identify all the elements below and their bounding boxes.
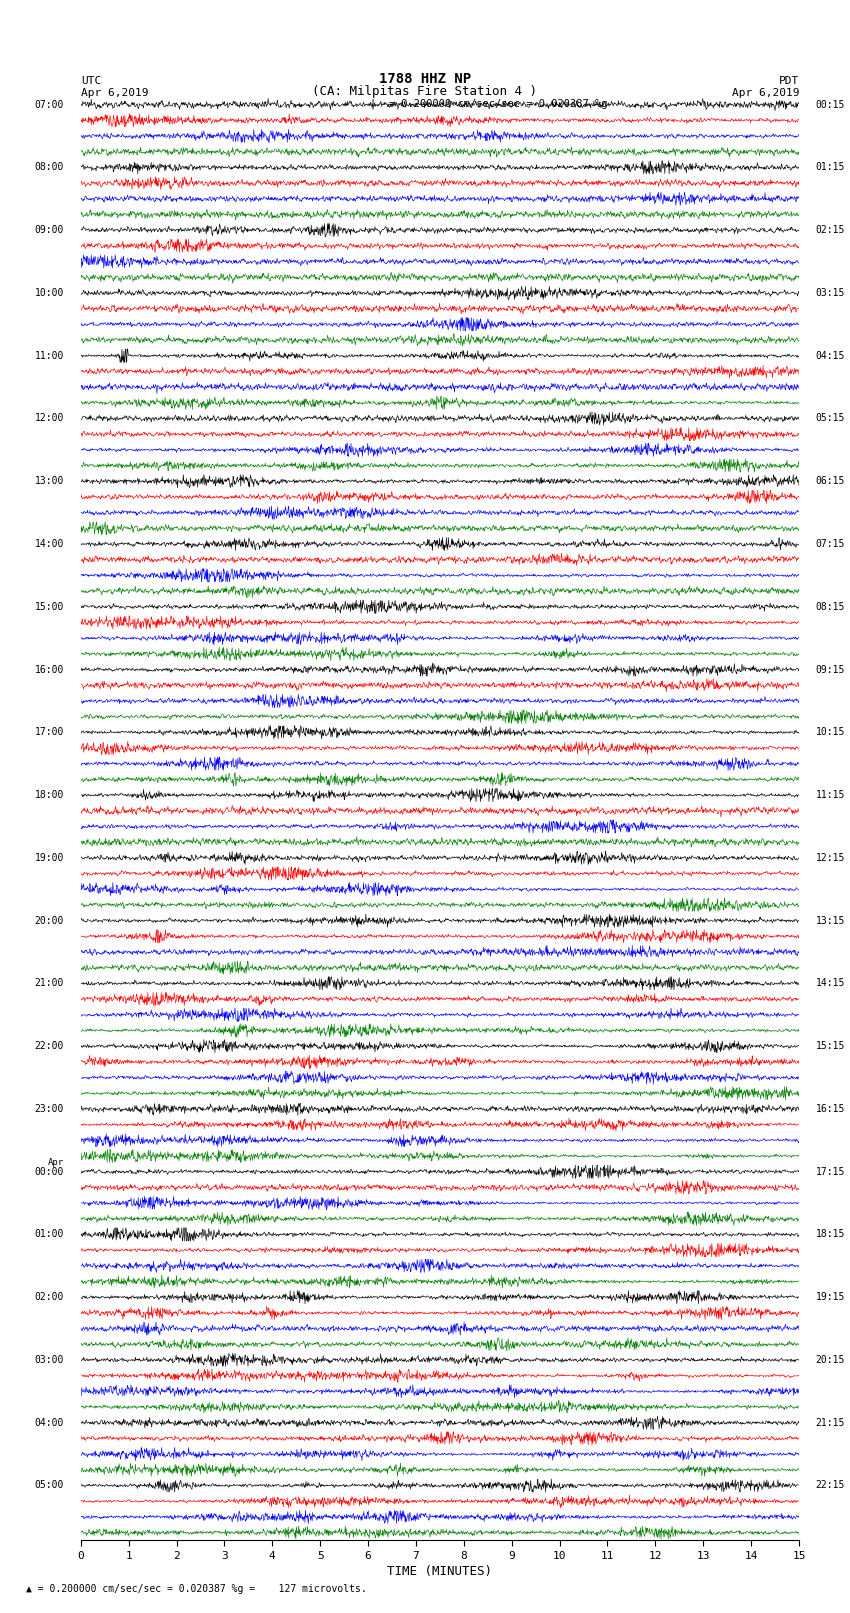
Text: 16:15: 16:15 (816, 1103, 845, 1115)
Text: 14:00: 14:00 (35, 539, 64, 548)
Text: 13:00: 13:00 (35, 476, 64, 486)
Text: 05:15: 05:15 (816, 413, 845, 424)
Text: 03:15: 03:15 (816, 289, 845, 298)
Text: 19:15: 19:15 (816, 1292, 845, 1302)
Text: 12:15: 12:15 (816, 853, 845, 863)
Text: UTC: UTC (81, 76, 101, 85)
Text: 21:15: 21:15 (816, 1418, 845, 1428)
Text: 05:00: 05:00 (35, 1481, 64, 1490)
Text: 23:00: 23:00 (35, 1103, 64, 1115)
Text: 11:00: 11:00 (35, 350, 64, 361)
Text: 22:00: 22:00 (35, 1040, 64, 1052)
Text: Apr 6,2019: Apr 6,2019 (732, 87, 799, 97)
Text: 15:00: 15:00 (35, 602, 64, 611)
Text: 20:00: 20:00 (35, 916, 64, 926)
Text: 08:15: 08:15 (816, 602, 845, 611)
Text: ▲ = 0.200000 cm/sec/sec = 0.020387 %g =    127 microvolts.: ▲ = 0.200000 cm/sec/sec = 0.020387 %g = … (26, 1584, 366, 1594)
Text: (CA: Milpitas Fire Station 4 ): (CA: Milpitas Fire Station 4 ) (313, 84, 537, 97)
Text: 01:15: 01:15 (816, 163, 845, 173)
Text: 18:00: 18:00 (35, 790, 64, 800)
Text: 00:15: 00:15 (816, 100, 845, 110)
Text: 10:00: 10:00 (35, 289, 64, 298)
Text: 08:00: 08:00 (35, 163, 64, 173)
Text: 13:15: 13:15 (816, 916, 845, 926)
Text: 02:00: 02:00 (35, 1292, 64, 1302)
Text: 03:00: 03:00 (35, 1355, 64, 1365)
Text: 04:00: 04:00 (35, 1418, 64, 1428)
Text: 09:00: 09:00 (35, 226, 64, 235)
Text: |  = 0.200000 cm/sec/sec = 0.020387 %g: | = 0.200000 cm/sec/sec = 0.020387 %g (370, 98, 607, 110)
Text: 12:00: 12:00 (35, 413, 64, 424)
Text: 07:00: 07:00 (35, 100, 64, 110)
Text: Apr: Apr (48, 1158, 64, 1166)
Text: 17:00: 17:00 (35, 727, 64, 737)
Text: 15:15: 15:15 (816, 1040, 845, 1052)
Text: 14:15: 14:15 (816, 979, 845, 989)
Text: 07:15: 07:15 (816, 539, 845, 548)
Text: 20:15: 20:15 (816, 1355, 845, 1365)
Text: 06:15: 06:15 (816, 476, 845, 486)
Text: 04:15: 04:15 (816, 350, 845, 361)
Text: 1788 HHZ NP: 1788 HHZ NP (379, 73, 471, 85)
Text: 02:15: 02:15 (816, 226, 845, 235)
Text: 09:15: 09:15 (816, 665, 845, 674)
Text: Apr 6,2019: Apr 6,2019 (81, 87, 148, 97)
Text: 01:00: 01:00 (35, 1229, 64, 1239)
Text: 18:15: 18:15 (816, 1229, 845, 1239)
Text: PDT: PDT (779, 76, 799, 85)
Text: 11:15: 11:15 (816, 790, 845, 800)
Text: 00:00: 00:00 (35, 1166, 64, 1176)
Text: 21:00: 21:00 (35, 979, 64, 989)
Text: 17:15: 17:15 (816, 1166, 845, 1176)
Text: 22:15: 22:15 (816, 1481, 845, 1490)
Text: 16:00: 16:00 (35, 665, 64, 674)
Text: 10:15: 10:15 (816, 727, 845, 737)
X-axis label: TIME (MINUTES): TIME (MINUTES) (388, 1565, 492, 1578)
Text: 19:00: 19:00 (35, 853, 64, 863)
